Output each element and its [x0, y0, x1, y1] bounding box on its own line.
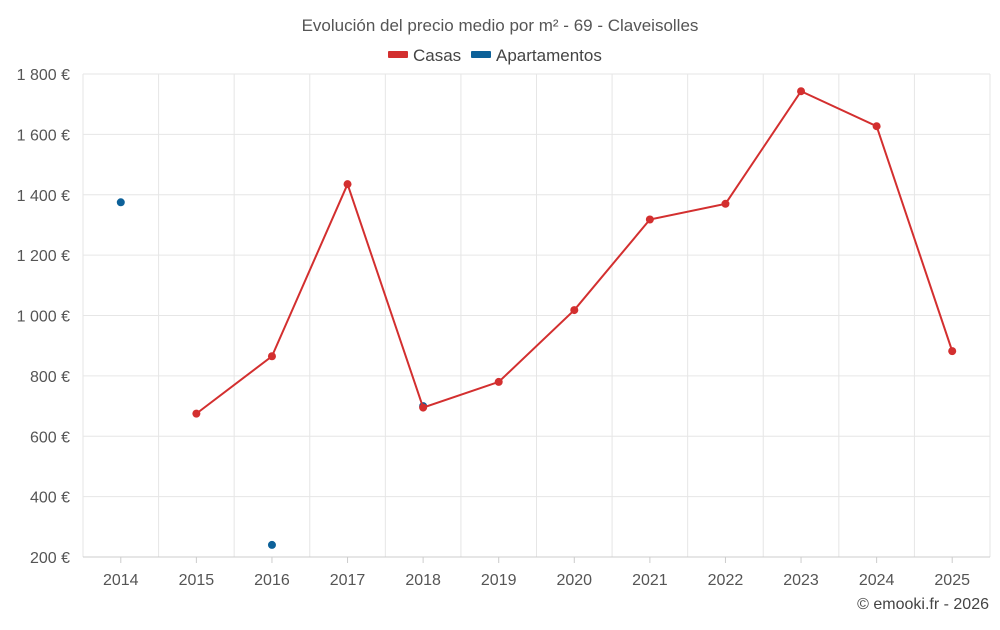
data-point-casas[interactable]	[419, 403, 428, 412]
y-tick-label: 1 400 €	[17, 188, 70, 205]
y-tick-label: 600 €	[30, 429, 70, 446]
series-layer	[116, 87, 957, 549]
x-tick-label: 2021	[632, 572, 668, 589]
legend: Casas Apartamentos	[388, 46, 602, 65]
y-tick-label: 1 000 €	[17, 309, 70, 326]
data-point-apartamentos[interactable]	[267, 540, 276, 549]
data-point-casas[interactable]	[721, 199, 730, 208]
y-tick-label: 200 €	[30, 550, 70, 567]
x-tick-label: 2024	[859, 572, 895, 589]
legend-swatch-apartamentos	[471, 51, 491, 58]
y-tick-label: 400 €	[30, 490, 70, 507]
legend-item-apartamentos[interactable]: Apartamentos	[471, 46, 602, 65]
data-point-casas[interactable]	[192, 409, 201, 418]
legend-label-casas: Casas	[413, 46, 461, 65]
data-point-casas[interactable]	[948, 347, 957, 356]
data-point-casas[interactable]	[797, 87, 806, 96]
credit-text: © emooki.fr - 2026	[857, 596, 989, 613]
data-point-casas[interactable]	[645, 215, 654, 224]
y-tick-label: 1 200 €	[17, 248, 70, 265]
data-point-casas[interactable]	[267, 352, 276, 361]
data-point-casas[interactable]	[872, 122, 881, 131]
x-tick-label: 2023	[783, 572, 819, 589]
data-point-casas[interactable]	[570, 306, 579, 315]
chart-title: Evolución del precio medio por m² - 69 -…	[302, 16, 699, 35]
y-tick-label: 1 800 €	[17, 67, 70, 84]
legend-item-casas[interactable]: Casas	[388, 46, 461, 65]
x-tick-label: 2015	[179, 572, 215, 589]
axis-layer: 200 € 400 € 600 € 800 € 1 000 € 1 200 € 1 400 …	[17, 67, 990, 589]
legend-swatch-casas	[388, 51, 408, 58]
data-point-casas[interactable]	[494, 377, 503, 386]
x-tick-label: 2017	[330, 572, 366, 589]
x-tick-label: 2019	[481, 572, 517, 589]
data-point-apartamentos[interactable]	[116, 198, 125, 207]
y-tick-label: 1 600 €	[17, 127, 70, 144]
x-tick-label: 2022	[708, 572, 744, 589]
grid-layer	[82, 73, 991, 558]
y-tick-label: 800 €	[30, 369, 70, 386]
x-tick-label: 2016	[254, 572, 290, 589]
x-tick-label: 2018	[405, 572, 441, 589]
x-tick-label: 2014	[103, 572, 139, 589]
data-point-casas[interactable]	[343, 180, 352, 189]
x-tick-label: 2025	[934, 572, 970, 589]
legend-label-apartamentos: Apartamentos	[496, 46, 602, 65]
x-tick-label: 2020	[556, 572, 592, 589]
